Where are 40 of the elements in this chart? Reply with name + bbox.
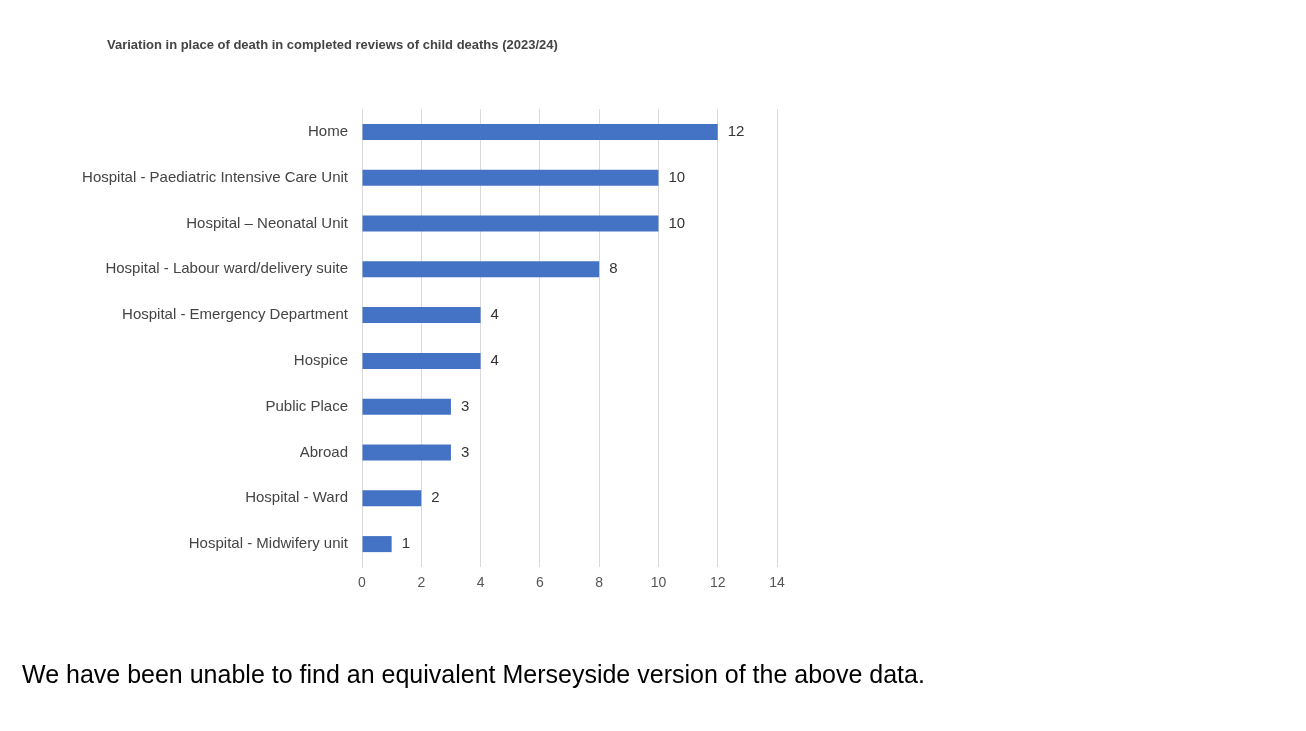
y-tick-label: Abroad [299, 442, 348, 460]
y-tick-label: Hospital - Paediatric Intensive Care Unit [82, 167, 349, 185]
bar [362, 490, 422, 507]
x-tick-label: 10 [650, 574, 667, 591]
x-tick-label: 6 [535, 574, 544, 591]
data-label: 10 [668, 213, 686, 231]
x-tick-label: 0 [358, 574, 367, 591]
bar [362, 352, 481, 369]
x-tick-label: 14 [769, 574, 785, 591]
x-tick-label: 8 [595, 574, 604, 591]
data-label: 1 [401, 534, 410, 552]
bar [362, 398, 451, 415]
y-tick-label: Hospital - Ward [245, 488, 348, 506]
x-tick-label: 12 [709, 574, 726, 591]
bar [362, 215, 659, 232]
bar [362, 536, 392, 553]
y-tick-label: Hospital - Emergency Department [122, 305, 349, 323]
bar [362, 123, 718, 140]
x-tick-label: 4 [476, 574, 485, 591]
x-tick-label: 2 [417, 574, 426, 591]
data-label: 12 [727, 122, 745, 140]
bar [362, 169, 659, 186]
y-tick-label: Hospital - Midwifery unit [188, 534, 349, 552]
data-label: 3 [460, 442, 470, 460]
data-label: 10 [668, 167, 686, 185]
bar [362, 444, 451, 461]
y-tick-label: Hospice [293, 351, 348, 369]
data-label: 2 [431, 488, 440, 506]
y-tick-label: Hospital - Labour ward/delivery suite [105, 259, 348, 277]
y-tick-label: Home [307, 122, 348, 140]
bar [362, 261, 600, 278]
y-tick-label: Hospital – Neonatal Unit [186, 213, 349, 231]
data-label: 8 [609, 259, 618, 277]
data-label: 3 [460, 396, 470, 414]
bar [362, 307, 481, 324]
y-tick-label: Public Place [265, 396, 348, 414]
chart-title: Variation in place of death in completed reviews of child deaths (2023/24) [107, 36, 558, 52]
data-label: 4 [490, 351, 499, 369]
data-label: 4 [490, 305, 499, 323]
text: We have been unable to find an equivalent Merseyside version of the above data. [21, 660, 926, 689]
